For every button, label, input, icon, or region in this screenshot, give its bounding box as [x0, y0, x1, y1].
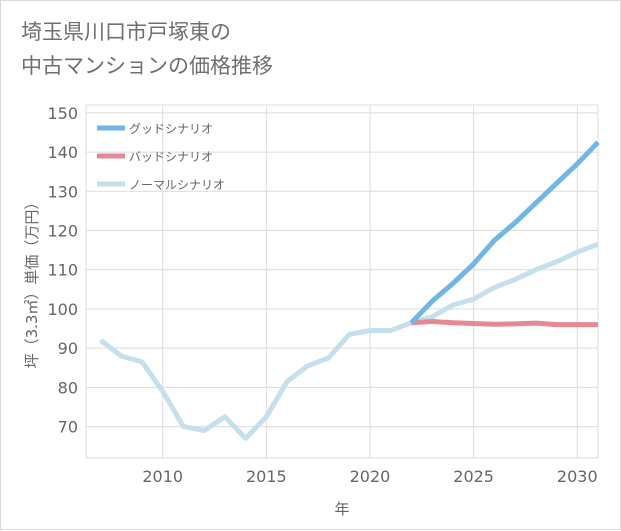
y-tick-label: 150 — [47, 104, 78, 123]
y-tick-label: 110 — [47, 261, 78, 280]
chart-title: 埼玉県川口市戸塚東の 中古マンションの価格推移 — [21, 15, 273, 83]
x-axis-label: 年 — [334, 500, 349, 518]
y-tick-label: 120 — [47, 222, 78, 241]
x-tick-label: 2020 — [350, 467, 391, 486]
series-line-2 — [409, 140, 600, 325]
plot-area — [85, 104, 599, 459]
series-line-0 — [98, 241, 599, 441]
legend-label: ノーマルシナリオ — [129, 178, 225, 192]
x-tick-label: 2015 — [246, 467, 287, 486]
y-axis-label: 坪（3.3㎡）単価（万円） — [23, 195, 41, 369]
y-tick-label: 140 — [47, 143, 78, 162]
series-line-1 — [411, 319, 598, 328]
y-tick-label: 100 — [47, 300, 78, 319]
x-tick-label: 2030 — [557, 467, 598, 486]
y-tick-label: 90 — [58, 339, 78, 358]
y-tick-label: 130 — [47, 182, 78, 201]
legend-label: グッドシナリオ — [129, 122, 213, 136]
y-tick-label: 80 — [58, 378, 78, 397]
grid — [85, 104, 599, 459]
x-tick-label: 2010 — [142, 467, 183, 486]
axes: 70 80 90 100 110 120 130 140 150 2010 2015 2020 2025… — [47, 104, 597, 486]
series-lines — [98, 140, 600, 441]
x-tick-label: 2025 — [453, 467, 494, 486]
chart-title-line-1: 埼玉県川口市戸塚東の — [21, 20, 231, 44]
y-tick-label: 70 — [58, 418, 78, 437]
chart-title-line-2: 中古マンションの価格推移 — [21, 54, 273, 78]
legend-label: バッドシナリオ — [129, 150, 213, 164]
